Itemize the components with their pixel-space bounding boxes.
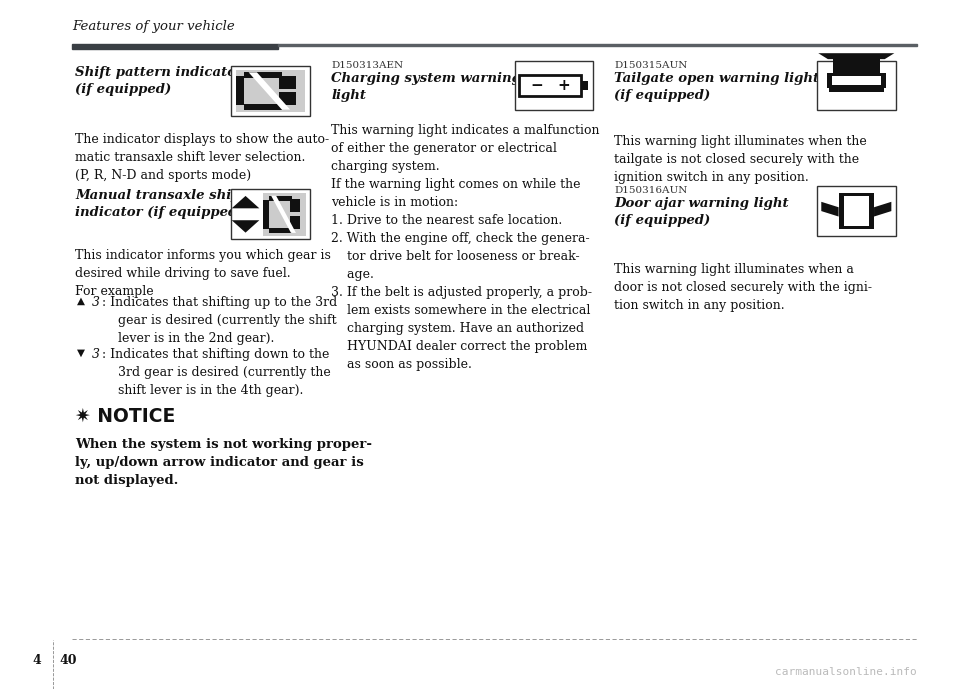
Text: 40: 40 (60, 654, 77, 666)
Bar (290, 199, 300, 212)
Bar (236, 70, 305, 112)
Text: ▲: ▲ (77, 296, 84, 306)
Text: This warning light illuminates when a
door is not closed securely with the igni-: This warning light illuminates when a do… (614, 263, 873, 312)
Bar (519, 74, 581, 96)
Bar (827, 73, 886, 88)
Bar (278, 44, 917, 46)
Text: Door ajar warning light
(if equipped): Door ajar warning light (if equipped) (614, 197, 789, 227)
Text: Manual transaxle shift
indicator (if equipped): Manual transaxle shift indicator (if equ… (75, 189, 244, 220)
Polygon shape (249, 72, 290, 110)
Bar (245, 104, 282, 110)
Polygon shape (818, 53, 895, 59)
Bar (269, 196, 292, 201)
Polygon shape (822, 202, 839, 216)
Text: D150313AEN: D150313AEN (331, 61, 403, 70)
Text: When the system is not working proper-
ly, up/down arrow indicator and gear is
n: When the system is not working proper- l… (75, 438, 372, 487)
Text: −: − (530, 78, 543, 93)
Bar (290, 216, 300, 229)
Bar (231, 66, 310, 116)
Bar (269, 227, 292, 233)
Text: Tailgate open warning light
(if equipped): Tailgate open warning light (if equipped… (614, 72, 820, 102)
Polygon shape (874, 202, 891, 216)
Text: 4: 4 (33, 654, 41, 666)
Bar (839, 193, 874, 229)
Bar (844, 196, 869, 226)
Bar (515, 61, 593, 110)
Text: This indicator informs you which gear is
desired while driving to save fuel.
For: This indicator informs you which gear is… (75, 249, 331, 298)
Bar (245, 72, 282, 78)
Text: +: + (557, 78, 570, 93)
Bar (231, 189, 310, 239)
Bar (279, 92, 297, 105)
Text: : Indicates that shifting up to the 3rd
    gear is desired (currently the shift: : Indicates that shifting up to the 3rd … (102, 296, 337, 344)
Text: D150315AUN: D150315AUN (614, 61, 687, 70)
Bar (828, 88, 884, 92)
Text: ▼: ▼ (77, 348, 84, 358)
Text: D150316AUN: D150316AUN (614, 186, 687, 195)
Polygon shape (231, 196, 259, 208)
Bar (263, 193, 306, 236)
Text: 3: 3 (92, 348, 100, 361)
Bar (817, 186, 896, 236)
Bar (832, 59, 880, 73)
Bar (72, 44, 278, 49)
Text: The indicator displays to show the auto-
matic transaxle shift lever selection.
: The indicator displays to show the auto-… (75, 133, 329, 182)
Text: This warning light indicates a malfunction
of either the generator or electrical: This warning light indicates a malfuncti… (331, 124, 600, 371)
Polygon shape (231, 220, 259, 233)
Bar (263, 200, 269, 229)
Bar (581, 81, 588, 90)
Bar (236, 76, 245, 105)
Bar (817, 61, 896, 110)
Bar (832, 76, 880, 85)
Text: : Indicates that shifting down to the
    3rd gear is desired (currently the
   : : Indicates that shifting down to the 3r… (102, 348, 330, 397)
Text: Charging system warning
light: Charging system warning light (331, 72, 521, 102)
Text: 3: 3 (92, 296, 100, 309)
Text: Features of your vehicle: Features of your vehicle (72, 20, 235, 33)
Polygon shape (271, 196, 296, 233)
Text: carmanualsonline.info: carmanualsonline.info (775, 667, 917, 677)
Bar (279, 76, 297, 89)
Text: ✷ NOTICE: ✷ NOTICE (75, 407, 175, 426)
Text: Shift pattern indicators
(if equipped): Shift pattern indicators (if equipped) (75, 66, 251, 96)
Text: This warning light illuminates when the
tailgate is not closed securely with the: This warning light illuminates when the … (614, 135, 867, 184)
